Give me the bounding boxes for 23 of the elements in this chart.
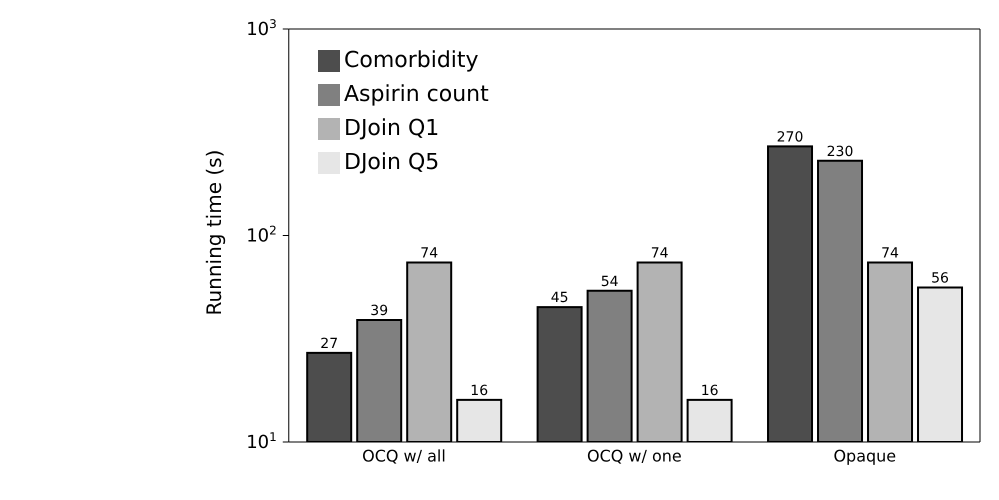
y-tick-label: 10$^{2}$ <box>246 224 277 246</box>
y-axis-title: Running time (s) <box>202 150 226 316</box>
data-label: 39 <box>370 302 388 319</box>
data-label: 27 <box>320 336 338 352</box>
data-label: 74 <box>881 246 900 262</box>
data-label: 45 <box>550 290 569 306</box>
y-tick-label: 10$^{3}$ <box>246 17 277 40</box>
data-label: 16 <box>470 382 488 399</box>
data-label: 270 <box>776 129 804 146</box>
data-label: 230 <box>826 144 854 160</box>
x-tick-label: Opaque <box>833 446 896 466</box>
legend-label: Comorbidity <box>344 48 479 73</box>
data-label: 74 <box>650 246 669 262</box>
data-label: 16 <box>700 382 719 399</box>
legend-label: DJoin Q5 <box>344 150 440 175</box>
x-tick-label: OCQ w/ all <box>362 446 446 466</box>
y-tick-label: 10$^{1}$ <box>246 430 277 453</box>
legend-label: Aspirin count <box>344 82 489 107</box>
data-label: 74 <box>420 246 438 262</box>
x-tick-label: OCQ w/ one <box>586 446 682 466</box>
data-label: 56 <box>931 270 950 286</box>
legend-label: DJoin Q1 <box>344 116 440 141</box>
data-label: 54 <box>600 274 619 290</box>
